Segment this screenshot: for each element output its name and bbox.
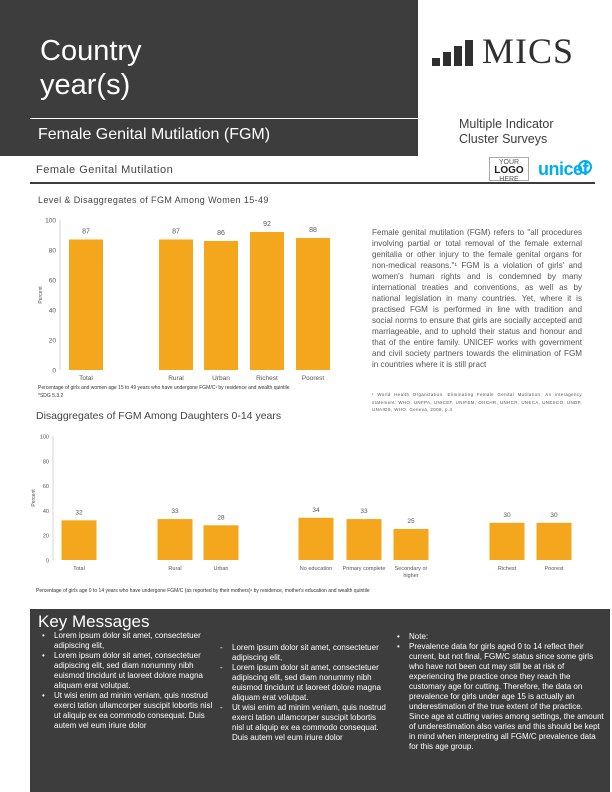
x-tick-label: higher xyxy=(403,573,418,579)
x-tick-label: Secondary or xyxy=(395,566,428,572)
key-message-item: Ut wisi enim ad minim veniam, quis nostr… xyxy=(40,691,220,731)
x-tick-label: Rural xyxy=(168,566,181,572)
bar xyxy=(296,238,330,370)
header-banner xyxy=(0,0,418,156)
key-messages-col-1: Lorem ipsum dolor sit amet, consectetuer… xyxy=(40,631,220,731)
bar xyxy=(204,241,238,370)
x-tick-label: Richest xyxy=(498,566,517,572)
footnote: ¹ World Health Organization. Eliminating… xyxy=(372,392,582,412)
unicef-logo: unicef xyxy=(538,159,589,179)
data-label: 87 xyxy=(82,229,90,236)
x-tick-label: Primary complete xyxy=(343,566,386,572)
logo-line-1: YOUR xyxy=(498,159,520,166)
y-tick-label: 40 xyxy=(49,308,57,315)
x-tick-label: Urban xyxy=(212,375,230,382)
key-messages-title: Key Messages xyxy=(38,612,150,631)
y-tick-label: 80 xyxy=(49,248,57,255)
section-title: Female Genital Mutilation xyxy=(36,164,174,176)
mics-bars-icon xyxy=(432,40,473,66)
title-line-1: Country xyxy=(40,35,142,67)
chart1-title: Level & Disaggregates of FGM Among Women… xyxy=(38,195,269,205)
bar xyxy=(159,239,193,370)
data-label: 28 xyxy=(217,514,225,521)
chart1-caption-line-2: *SDG 5.3.2 xyxy=(38,393,64,399)
bar xyxy=(61,520,97,560)
y-tick-label: 60 xyxy=(49,278,57,285)
key-messages-col-2: Lorem ipsum dolor sit amet, consectetuer… xyxy=(218,643,386,743)
fgm-description: Female genital mutilation (FGM) refers t… xyxy=(372,228,582,369)
key-message-item: Lorem ipsum dolor sit amet, consectetuer… xyxy=(218,663,386,703)
data-label: 86 xyxy=(217,230,225,237)
page-title: Country year(s) xyxy=(40,34,142,102)
mics-subtitle: Multiple Indicator Cluster Surveys xyxy=(459,117,554,147)
data-label: 33 xyxy=(360,508,368,515)
note-label: Note: xyxy=(395,632,605,642)
bar xyxy=(346,519,382,560)
unicef-globe-icon xyxy=(578,160,592,174)
x-tick-label: No education xyxy=(300,566,332,572)
data-label: 33 xyxy=(171,508,179,515)
key-message-item: Lorem ipsum dolor sit amet, consectetuer… xyxy=(40,651,220,691)
key-message-item: Ut wisi enim ad minim veniam, quis nostr… xyxy=(218,703,386,743)
bar xyxy=(489,522,525,560)
x-tick-label: Poorest xyxy=(302,375,325,382)
data-label: 30 xyxy=(550,512,558,519)
data-label: 25 xyxy=(407,518,415,525)
y-axis-label: Percent xyxy=(31,489,37,507)
data-label: 92 xyxy=(263,221,271,228)
key-message-item: Lorem ipsum dolor sit amet, consectetuer… xyxy=(218,643,386,663)
mics-subtitle-line-2: Cluster Surveys xyxy=(459,132,548,146)
chart2-caption: Percentage of girls age 0 to 14 years wh… xyxy=(36,588,370,594)
logo-placeholder: YOUR LOGO HERE xyxy=(489,157,529,183)
section-divider xyxy=(30,182,595,184)
y-tick-label: 0 xyxy=(52,368,56,375)
bar xyxy=(203,525,239,560)
key-message-item: Lorem ipsum dolor sit amet, consectetuer… xyxy=(40,631,220,651)
chart1-caption-line-1: Percentage of girls and women age 15 to … xyxy=(38,385,290,391)
mics-brand: MICS xyxy=(482,31,575,71)
logo-line-2: LOGO xyxy=(494,165,524,176)
y-tick-label: 40 xyxy=(43,509,49,515)
y-tick-label: 20 xyxy=(43,534,49,540)
x-tick-label: Total xyxy=(73,566,85,572)
mics-subtitle-line-1: Multiple Indicator xyxy=(459,117,554,131)
bar xyxy=(393,529,429,560)
bar xyxy=(536,522,572,560)
data-label: 34 xyxy=(312,507,320,514)
bar xyxy=(69,239,103,370)
x-tick-label: Urban xyxy=(214,566,229,572)
x-tick-label: Richest xyxy=(256,375,278,382)
x-tick-label: Poorest xyxy=(545,566,564,572)
key-messages-col-3: Note: Prevalence data for girls aged 0 t… xyxy=(395,632,605,752)
y-tick-label: 0 xyxy=(46,559,49,565)
data-label: 87 xyxy=(172,229,180,236)
page-subtitle: Female Genital Mutilation (FGM) xyxy=(38,126,271,143)
y-tick-label: 100 xyxy=(45,218,56,225)
data-label: 30 xyxy=(503,512,511,519)
title-line-2: year(s) xyxy=(40,69,131,101)
x-tick-label: Total xyxy=(79,375,93,382)
header-brand-area xyxy=(418,0,612,156)
logo-line-3: HERE xyxy=(499,176,519,183)
chart1-caption: Percentage of girls and women age 15 to … xyxy=(38,384,338,400)
bar xyxy=(250,232,284,370)
data-label: 88 xyxy=(309,227,317,234)
chart2-title: Disaggregates of FGM Among Daughters 0-1… xyxy=(36,410,282,422)
y-tick-label: 100 xyxy=(40,435,49,441)
note-text: Prevalence data for girls aged 0 to 14 r… xyxy=(395,642,605,752)
x-tick-label: Rural xyxy=(168,375,184,382)
y-axis-label: Percent xyxy=(38,286,44,304)
y-tick-label: 20 xyxy=(49,338,57,345)
y-tick-label: 60 xyxy=(43,484,49,490)
data-label: 32 xyxy=(75,509,83,516)
bar xyxy=(157,519,193,560)
header-divider xyxy=(30,118,418,119)
y-tick-label: 80 xyxy=(43,459,49,465)
bar xyxy=(298,517,334,560)
